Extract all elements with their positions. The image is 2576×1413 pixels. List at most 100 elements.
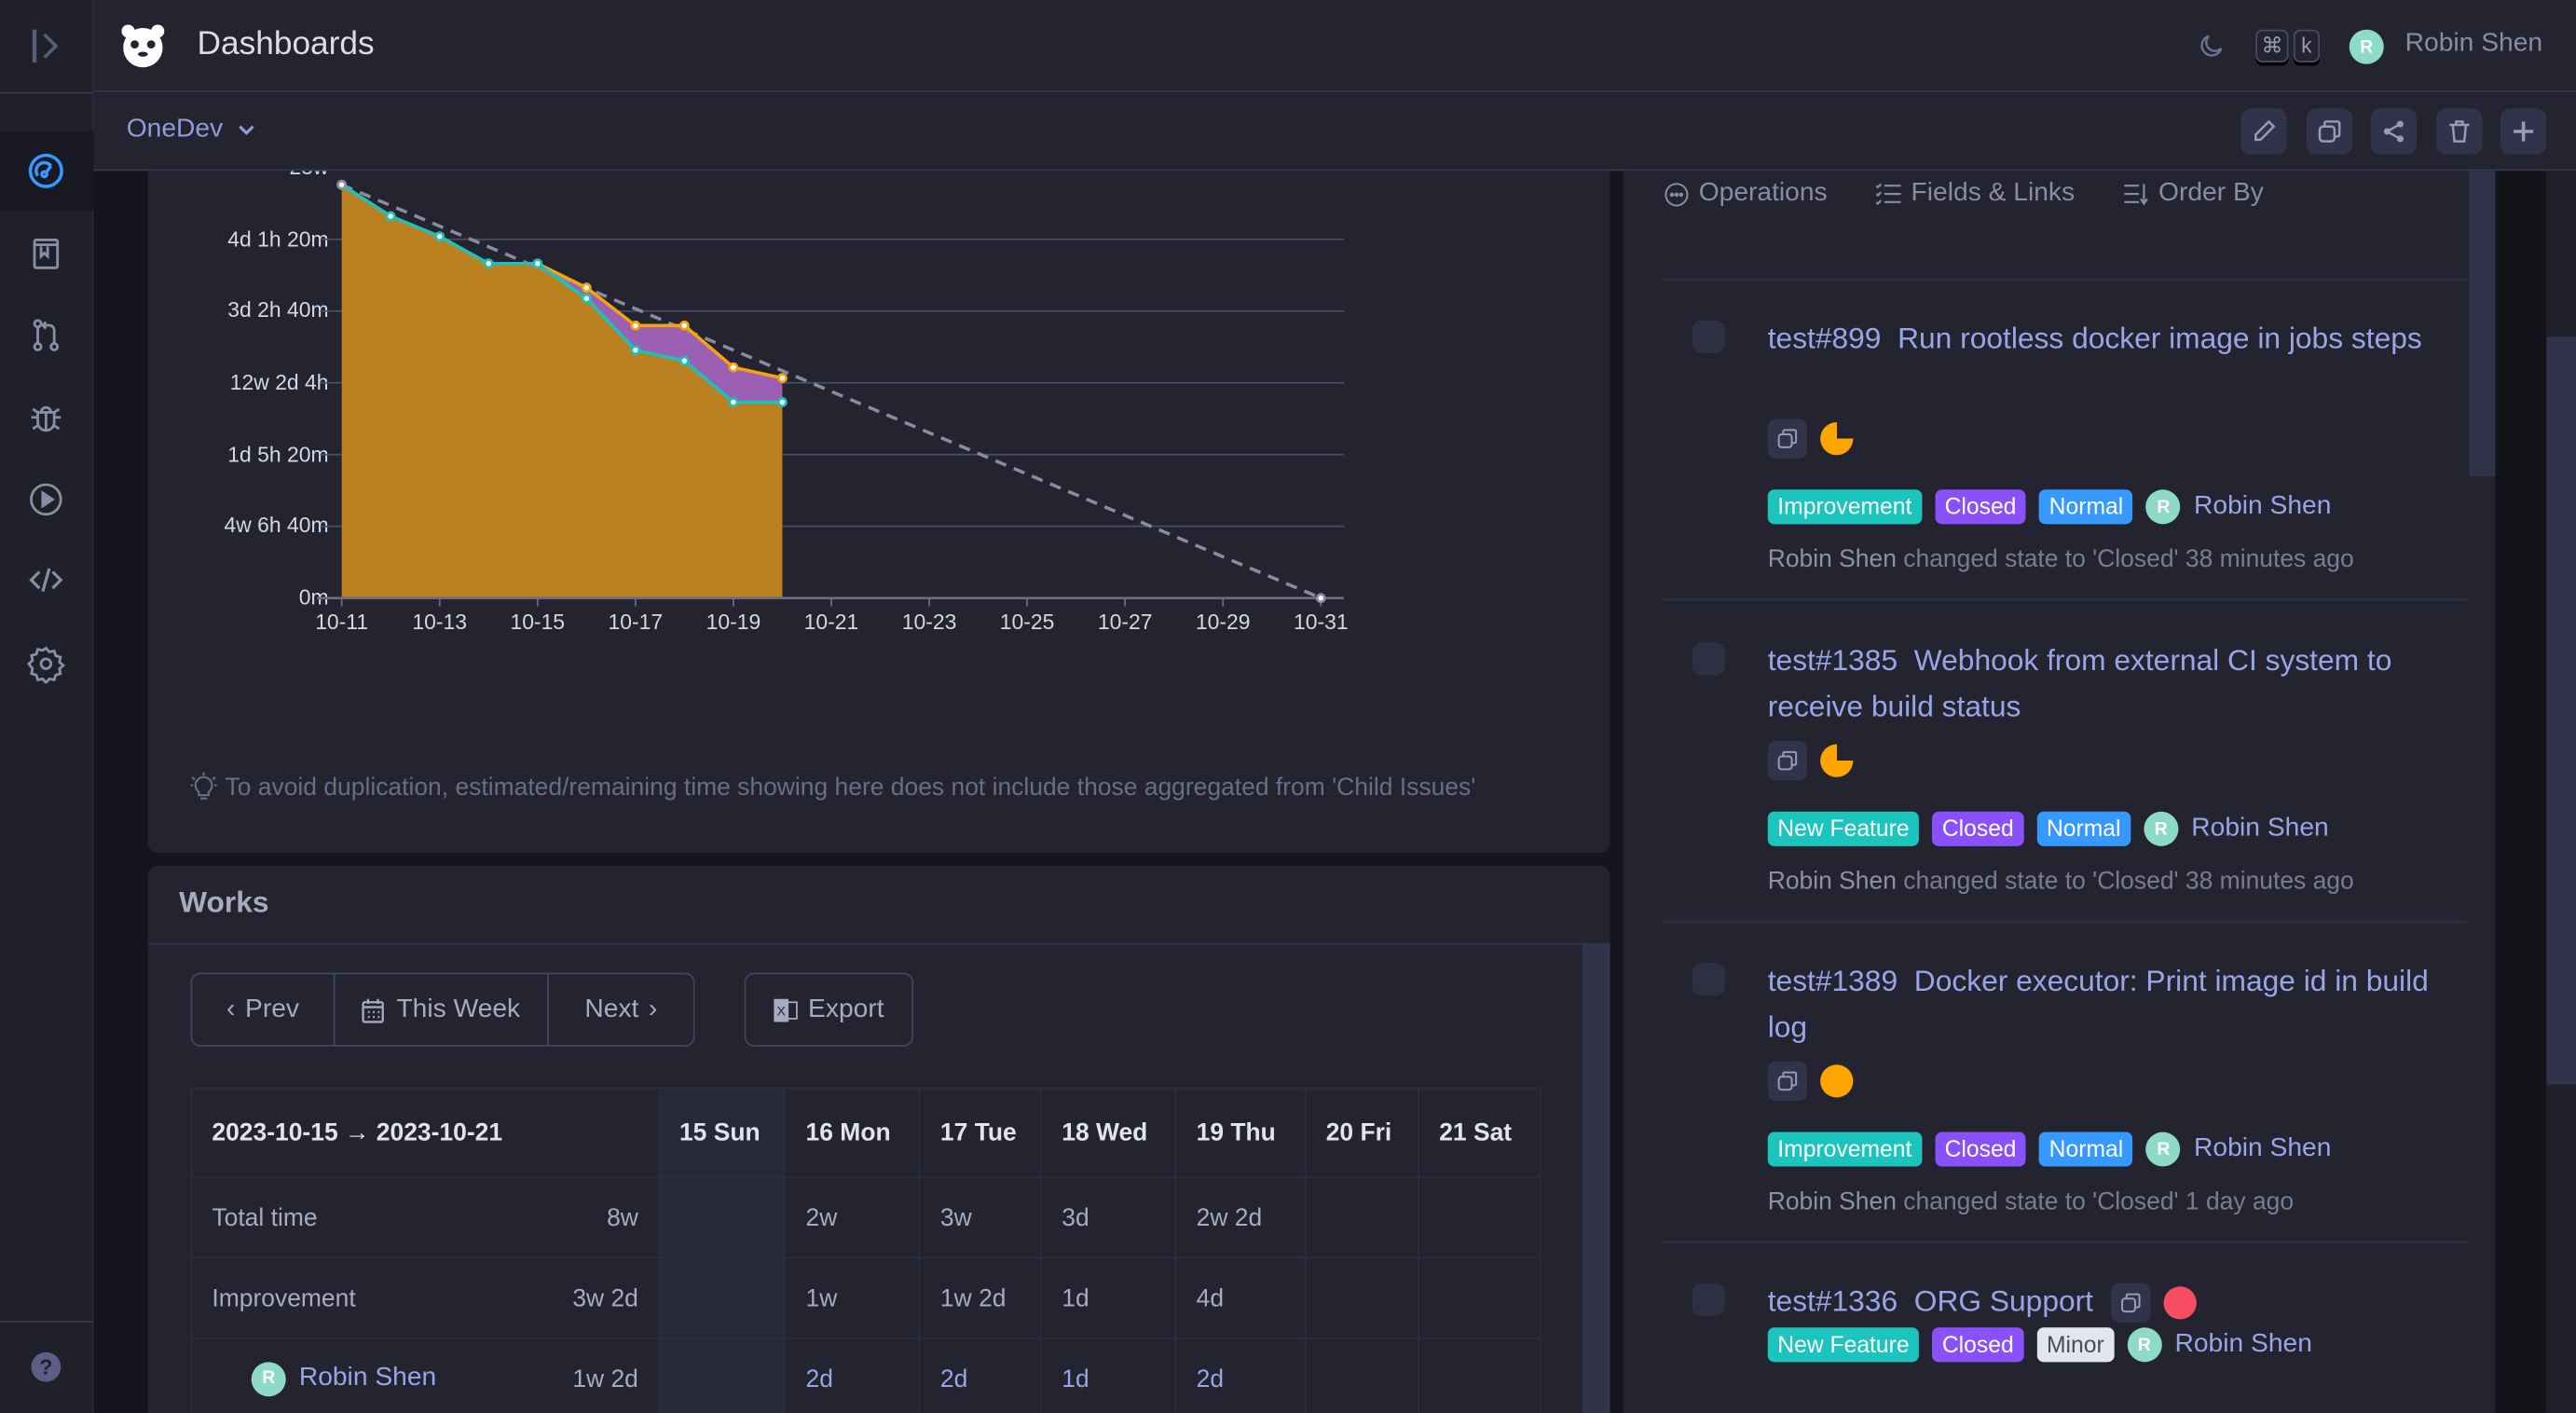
y-tick-label: 12w 2d 4h xyxy=(229,369,329,395)
priority-badge[interactable]: Normal xyxy=(2039,1132,2133,1167)
assignee-name[interactable]: Robin Shen xyxy=(2194,1134,2332,1163)
issue-checkbox[interactable] xyxy=(1692,1283,1725,1316)
issue-number: test#1385 xyxy=(1767,644,1898,678)
issue-title-link[interactable]: test#1336 ORG Support xyxy=(1768,1278,2458,1324)
page-scrollbar[interactable] xyxy=(2546,171,2576,1413)
issue-icons xyxy=(1767,1061,1854,1102)
issue-title-link[interactable]: test#1385 Webhook from external CI syste… xyxy=(1768,638,2458,730)
copy-reference-button[interactable] xyxy=(1767,1061,1808,1102)
type-badge[interactable]: New Feature xyxy=(1767,1327,1920,1363)
day-cell xyxy=(658,1256,787,1339)
issue-fields: Improvement Closed Normal R Robin Shen xyxy=(1767,1132,2332,1167)
settings-gear-icon[interactable] xyxy=(26,644,66,685)
type-badge[interactable]: Improvement xyxy=(1767,489,1922,525)
copy-reference-button[interactable] xyxy=(1767,418,1808,459)
day-cell: 1w 2d xyxy=(919,1256,1043,1339)
state-badge[interactable]: Closed xyxy=(1935,489,2027,525)
prev-week-button[interactable]: ‹ Prev xyxy=(190,972,336,1047)
help-icon[interactable]: ? xyxy=(26,1347,65,1386)
k-key[interactable]: k xyxy=(2293,29,2321,62)
order-by-button[interactable]: Order By xyxy=(2124,177,2264,210)
copy-reference-button[interactable] xyxy=(1767,741,1808,781)
priority-badge[interactable]: Normal xyxy=(2039,489,2133,525)
state-badge[interactable]: Closed xyxy=(1935,1132,2027,1167)
day-cell: 1d xyxy=(1040,1256,1177,1339)
remaining-point xyxy=(678,355,690,366)
priority-badge[interactable]: Normal xyxy=(2036,811,2131,846)
x-tick-label: 10-25 xyxy=(999,609,1055,635)
share-dashboard-button[interactable] xyxy=(2370,108,2418,155)
day-cell: 4d xyxy=(1174,1256,1307,1339)
expand-sidebar-icon[interactable] xyxy=(26,26,65,65)
issues-scrollbar-thumb[interactable] xyxy=(2469,171,2496,477)
state-badge[interactable]: Closed xyxy=(1932,811,2024,846)
issue-title-link[interactable]: test#899 Run rootless docker image in jo… xyxy=(1768,315,2458,361)
excel-icon: X xyxy=(774,997,798,1022)
operations-button[interactable]: Operations xyxy=(1665,177,1828,210)
plus-icon xyxy=(2514,121,2534,142)
priority-badge[interactable]: Minor xyxy=(2036,1327,2115,1363)
issues-toolbar: Operations Fields & Links Order By xyxy=(1665,177,2264,210)
add-dashboard-button[interactable] xyxy=(2500,108,2547,155)
issue-checkbox[interactable] xyxy=(1692,320,1725,353)
this-week-button[interactable]: This Week xyxy=(333,972,549,1047)
activity-user[interactable]: Robin Shen xyxy=(1767,545,1897,574)
builds-play-icon[interactable] xyxy=(26,480,65,519)
remaining-point xyxy=(777,397,788,407)
remaining-area xyxy=(341,185,783,598)
state-badge[interactable]: Closed xyxy=(1932,1327,2024,1363)
user-avatar[interactable]: R xyxy=(2349,29,2384,64)
issue-title: Docker executor: Print image id in build… xyxy=(1767,964,2429,1044)
day-cell xyxy=(658,1337,787,1413)
works-row: Improvement 3w 2d 1w 1w 2d 1d 4d xyxy=(190,1256,1541,1339)
row-label-cell: Improvement 3w 2d xyxy=(190,1256,660,1339)
day-cell: 2d xyxy=(784,1337,921,1413)
assignee-avatar: R xyxy=(2145,489,2181,525)
issue-title: ORG Support xyxy=(1913,1284,2094,1318)
type-badge[interactable]: Improvement xyxy=(1767,1132,1922,1167)
pull-request-icon[interactable] xyxy=(26,315,65,354)
activity-user[interactable]: Robin Shen xyxy=(1767,867,1897,896)
fields-links-button[interactable]: Fields & Links xyxy=(1876,177,2075,210)
page-scrollbar-thumb[interactable] xyxy=(2546,336,2576,1085)
activity-user[interactable]: Robin Shen xyxy=(1767,1187,1897,1216)
day-cell: 1d xyxy=(1040,1337,1177,1413)
bug-icon[interactable] xyxy=(26,398,65,437)
day-header: 18 Wed xyxy=(1040,1087,1177,1178)
copy-reference-button[interactable] xyxy=(2111,1283,2151,1324)
assignee-name[interactable]: Robin Shen xyxy=(2194,491,2332,520)
code-icon[interactable] xyxy=(26,560,65,599)
x-tick-label: 10-29 xyxy=(1195,609,1251,635)
command-key[interactable]: ⌘ xyxy=(2255,29,2289,62)
issue-title-link[interactable]: test#1389 Docker executor: Print image i… xyxy=(1768,958,2458,1050)
row-label[interactable]: Robin Shen xyxy=(298,1364,437,1392)
remaining-point xyxy=(581,293,592,304)
edit-dashboard-button[interactable] xyxy=(2240,108,2287,155)
dashboard-gauge-icon[interactable] xyxy=(26,151,65,190)
issue-number: test#899 xyxy=(1767,322,1882,355)
type-badge[interactable]: New Feature xyxy=(1767,811,1920,846)
assignee-name[interactable]: Robin Shen xyxy=(2174,1329,2312,1358)
user-name[interactable]: Robin Shen xyxy=(2405,29,2543,58)
svg-text:X: X xyxy=(776,1003,786,1018)
row-label-cell: R Robin Shen 1w 2d xyxy=(190,1337,660,1413)
copy-dashboard-button[interactable] xyxy=(2306,108,2353,155)
code-repository-icon[interactable] xyxy=(26,233,65,272)
day-cell xyxy=(1418,1337,1541,1413)
dark-mode-moon-icon[interactable] xyxy=(2197,31,2227,61)
works-scrollbar[interactable] xyxy=(1582,944,1610,1413)
more-circle-icon xyxy=(1665,182,1689,206)
assignee-name[interactable]: Robin Shen xyxy=(2191,814,2329,843)
day-cell: 2d xyxy=(1174,1337,1307,1413)
next-week-button[interactable]: Next › xyxy=(548,972,695,1047)
issue-checkbox[interactable] xyxy=(1692,642,1725,676)
issue-title: Run rootless docker image in jobs steps xyxy=(1898,322,2422,355)
y-tick-label: 4w 6h 40m xyxy=(224,513,329,539)
dashboard-selector[interactable]: OneDev xyxy=(127,115,256,144)
remaining-line xyxy=(340,183,783,405)
issue-fields: New Feature Closed Minor R Robin Shen xyxy=(1767,1327,2312,1363)
onedev-logo-icon xyxy=(116,20,169,72)
export-button[interactable]: X Export xyxy=(744,972,914,1047)
issue-checkbox[interactable] xyxy=(1692,962,1725,996)
delete-dashboard-button[interactable] xyxy=(2436,108,2483,155)
